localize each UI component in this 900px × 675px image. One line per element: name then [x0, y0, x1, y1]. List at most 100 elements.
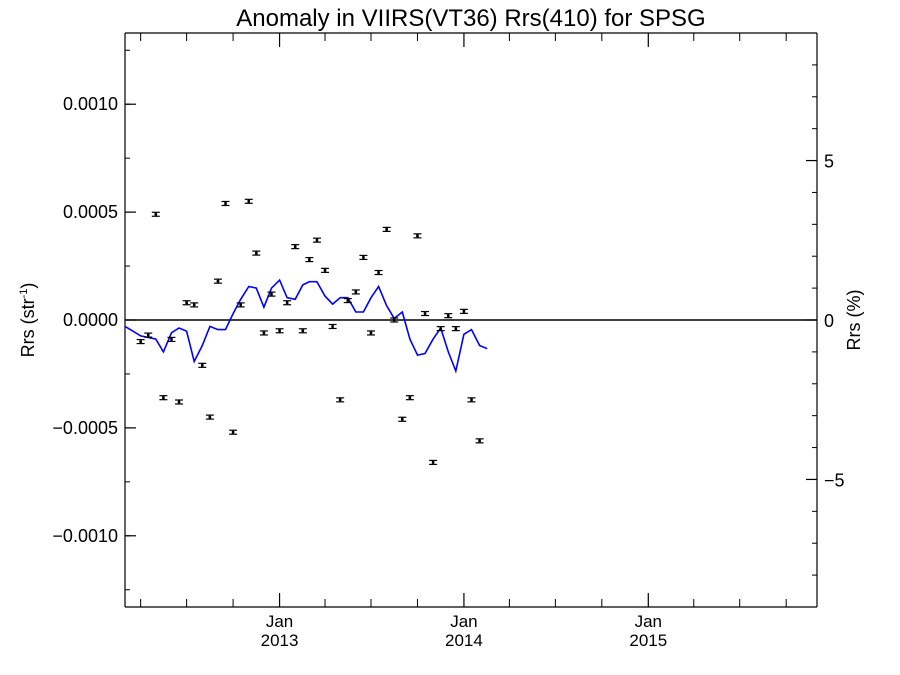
anomaly-point	[221, 200, 230, 207]
data-point	[185, 301, 188, 305]
data-point	[154, 212, 158, 216]
data-point	[293, 245, 297, 248]
anomaly-point	[298, 328, 307, 334]
data-point	[408, 396, 412, 399]
y-right-tick-label: −5	[824, 470, 845, 490]
data-point	[315, 238, 319, 242]
anomaly-point	[213, 278, 222, 284]
data-point	[162, 396, 165, 399]
y-axis-left-label-main: Rrs (str	[18, 298, 38, 357]
percent-line-group	[124, 278, 488, 374]
data-point	[446, 314, 450, 317]
data-point	[224, 202, 227, 205]
data-point	[216, 279, 220, 283]
anomaly-point	[175, 399, 184, 405]
data-point	[231, 430, 235, 434]
anomaly-point	[198, 362, 207, 368]
anomaly-point	[413, 233, 422, 239]
data-point	[478, 439, 481, 443]
anomaly-point	[291, 244, 300, 250]
x-tick-label-month: Jan	[266, 612, 293, 631]
data-point	[308, 258, 311, 261]
data-point	[338, 398, 342, 402]
data-point	[362, 256, 365, 259]
anomaly-point	[351, 289, 360, 295]
y-left-tick-label: −0.0010	[52, 526, 118, 546]
anomaly-point	[451, 326, 460, 332]
anomaly-point	[205, 414, 214, 420]
anomaly-point	[343, 297, 352, 304]
data-point	[146, 333, 150, 337]
data-point	[301, 329, 305, 333]
anomaly-points-group	[136, 198, 484, 466]
data-point	[416, 234, 419, 238]
y-left-tick-label: 0.0005	[63, 202, 118, 222]
data-point	[354, 290, 358, 294]
anomaly-point	[436, 326, 445, 332]
data-point	[431, 461, 435, 464]
anomaly-point	[390, 317, 399, 323]
anomaly-point	[259, 330, 268, 336]
data-point	[270, 292, 273, 296]
data-point	[177, 400, 181, 404]
anomaly-point	[252, 250, 261, 256]
anomaly-point	[136, 338, 145, 345]
x-tick-label-year: 2015	[629, 631, 667, 650]
anomaly-point	[151, 211, 160, 217]
y-left-tick-label: 0.0000	[63, 310, 118, 330]
data-point	[423, 312, 427, 315]
anomaly-point	[229, 429, 238, 435]
anomaly-point	[398, 416, 407, 422]
data-point	[470, 398, 473, 402]
anomaly-point	[421, 310, 430, 317]
anomaly-point	[159, 395, 168, 401]
y-right-tick-label: 5	[824, 152, 834, 172]
data-point	[331, 325, 334, 328]
x-tick-label-year: 2013	[261, 631, 299, 650]
data-point	[208, 415, 212, 419]
anomaly-point	[444, 313, 453, 319]
data-point	[323, 269, 327, 272]
anomaly-point	[374, 269, 383, 276]
data-point	[247, 200, 251, 203]
data-point	[170, 338, 173, 341]
percent-anomaly-line	[124, 278, 488, 374]
anomaly-point	[459, 308, 468, 314]
data-point	[377, 271, 380, 274]
y-right-tick-label: 0	[824, 311, 834, 331]
anomaly-point	[405, 395, 414, 401]
y-axis-left-label: Rrs (str-1)	[18, 283, 38, 358]
anomaly-point	[429, 459, 438, 466]
data-point	[454, 327, 458, 330]
anomaly-point	[144, 332, 153, 338]
anomaly-point	[182, 300, 191, 306]
data-point	[369, 331, 373, 335]
data-point	[139, 340, 142, 343]
data-point	[285, 301, 289, 305]
anomaly-point	[312, 237, 321, 243]
data-point	[439, 327, 442, 330]
anomaly-point	[321, 267, 330, 273]
anomaly-point	[366, 330, 375, 336]
x-tick-label-month: Jan	[635, 612, 662, 631]
anomaly-point	[267, 291, 276, 297]
y-left-tick-label: 0.0010	[63, 94, 118, 114]
data-point	[192, 303, 196, 307]
anomaly-point	[190, 302, 199, 308]
axes: 0.00100.00050.0000−0.0005−0.001050−5Jan2…	[52, 32, 845, 650]
data-point	[462, 310, 466, 313]
data-point	[278, 329, 281, 333]
anomaly-point	[336, 397, 345, 403]
data-point	[401, 417, 404, 421]
anomaly-point	[467, 397, 476, 403]
data-point	[262, 331, 266, 335]
anomaly-point	[328, 323, 337, 330]
chart-title: Anomaly in VIIRS(VT36) Rrs(410) for SPSG	[236, 5, 705, 32]
y-left-tick-label: −0.0005	[52, 418, 118, 438]
data-point	[239, 303, 242, 307]
data-point	[255, 251, 258, 255]
anomaly-point	[275, 328, 284, 334]
data-point	[392, 318, 396, 322]
anomaly-point	[475, 438, 484, 444]
